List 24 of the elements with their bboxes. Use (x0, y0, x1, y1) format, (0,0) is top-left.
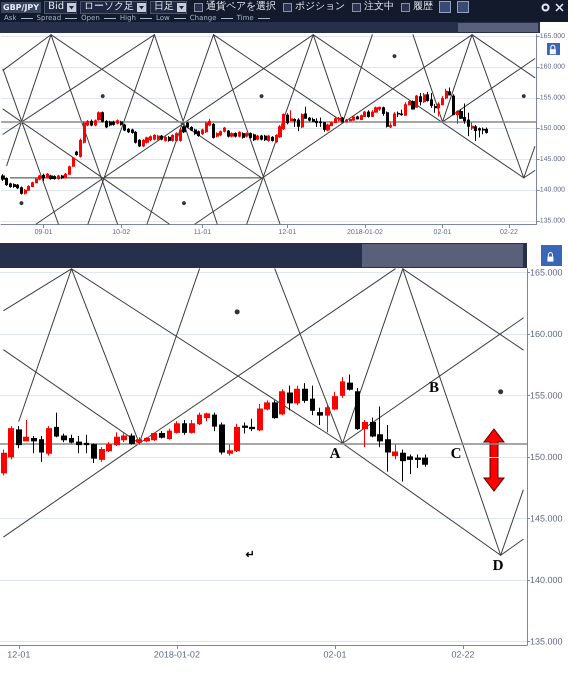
text: GBP/JPY (1, 2, 42, 12)
y-tick-label: 165.000 (530, 268, 563, 278)
text: ポジション (295, 1, 346, 13)
annotation: B (428, 380, 440, 396)
annotation: C (450, 446, 462, 462)
x-tick-label: 02-22 (451, 650, 475, 660)
text: Bid (48, 1, 64, 13)
annotation: D (492, 558, 504, 574)
x-tick-label: 02-01 (324, 650, 347, 660)
text: 日足 (154, 1, 174, 13)
y-tick-label: 140.000 (530, 574, 563, 585)
text: 履歴 (413, 1, 434, 13)
annotation: A (330, 446, 341, 462)
y-tick-label: 135.000 (530, 636, 563, 646)
annotation: ↵ (246, 549, 254, 561)
x-tick-label: 12-01 (7, 650, 30, 660)
y-tick-label: 145.000 (530, 513, 563, 524)
x-tick-label: 2018-01-02 (154, 650, 200, 660)
text: 通貨ペアを選択 (206, 1, 276, 13)
y-tick-label: 155.000 (530, 390, 563, 400)
y-tick-label: 160.000 (530, 328, 563, 339)
text: ローソク足 (84, 1, 134, 13)
text: 注文中 (364, 1, 394, 13)
y-tick-label: 150.000 (530, 452, 563, 462)
